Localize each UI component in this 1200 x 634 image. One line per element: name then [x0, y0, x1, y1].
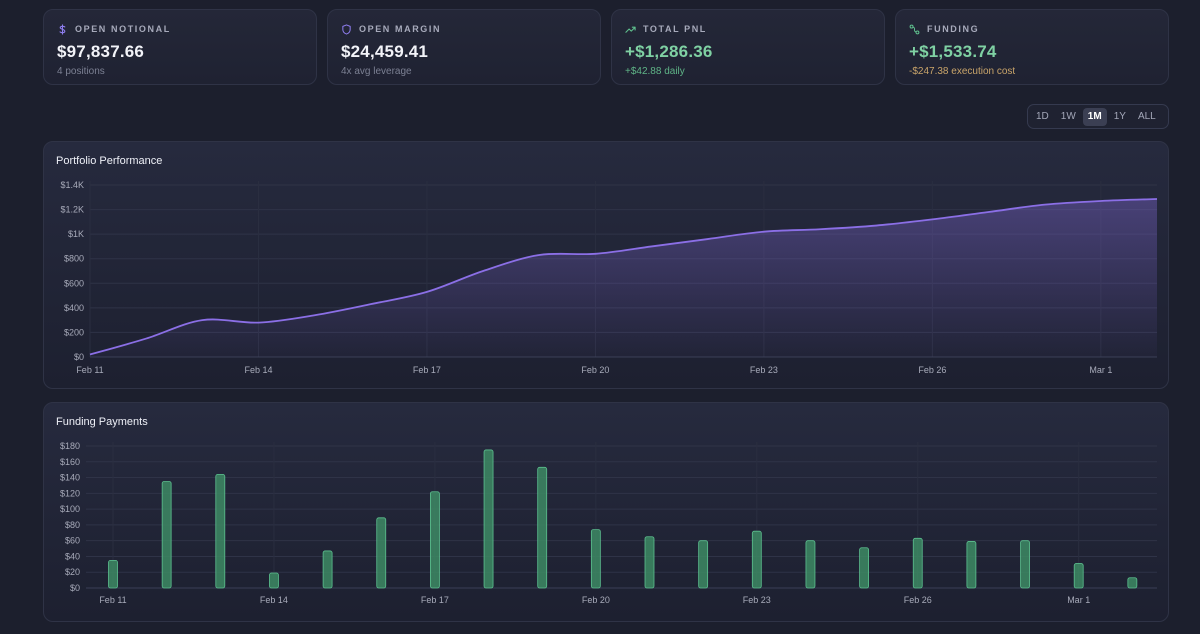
funding-payments-chart: $0 $20 $40 $60 $80 $100 $120 $140 $160 $180 Feb 11… [60, 441, 1157, 605]
funding-bar [483, 449, 494, 589]
y-tick-label: $1.2K [60, 205, 84, 215]
funding-bar [698, 540, 709, 589]
panel-title: Funding Payments [56, 416, 148, 428]
x-tick-label: Feb 14 [260, 595, 288, 605]
y-tick-label: $1K [68, 229, 84, 239]
y-tick-label: $140 [60, 473, 80, 483]
stat-label: FUNDING [927, 24, 980, 34]
time-range-selector: 1D 1W 1M 1Y ALL [1027, 104, 1169, 129]
trending-up-icon [625, 26, 636, 33]
stat-card-open-margin: OPEN MARGIN $24,459.41 4x avg leverage [327, 9, 601, 85]
funding-payments-panel: Funding Payments $0 $20 $40 $60 $80 $100 $120 $… [43, 402, 1169, 622]
y-tick-label: $40 [65, 551, 80, 561]
x-tick-label: Feb 17 [413, 365, 441, 375]
stat-value: +$1,533.74 [909, 42, 997, 61]
range-button-1m[interactable]: 1M [1082, 107, 1107, 126]
portfolio-performance-chart: $0 $200 $400 $600 $800 $1K $1.2K $1.4K Feb 11 Feb… [60, 180, 1158, 375]
funding-bar [429, 491, 440, 589]
y-tick-label: $80 [65, 520, 80, 530]
y-tick-label: $200 [64, 327, 84, 337]
funding-bar [859, 547, 869, 589]
y-tick-label: $120 [60, 488, 80, 498]
funding-bar [215, 474, 226, 589]
y-tick-label: $600 [64, 278, 84, 288]
y-tick-label: $100 [60, 504, 80, 514]
performance-line [89, 198, 1158, 356]
y-tick-label: $60 [65, 536, 80, 546]
funding-bar [322, 550, 333, 589]
stat-value: +$1,286.36 [625, 42, 713, 61]
x-tick-label: Feb 14 [244, 365, 272, 375]
funding-bar [161, 481, 172, 589]
funding-bar [912, 537, 923, 589]
y-tick-label: $1.4K [60, 180, 84, 190]
y-tick-label: $20 [65, 567, 80, 577]
stat-card-open-notional: OPEN NOTIONAL $97,837.66 4 positions [43, 9, 317, 85]
range-button-1d[interactable]: 1D [1031, 108, 1054, 126]
stat-sub: -$247.38 execution cost [909, 66, 1016, 77]
stat-label: OPEN MARGIN [359, 24, 442, 34]
x-tick-label: Feb 20 [581, 365, 609, 375]
funding-bar [751, 530, 762, 589]
stat-label: OPEN NOTIONAL [75, 24, 171, 34]
funding-bar [1073, 563, 1084, 589]
x-tick-label: Feb 23 [743, 595, 771, 605]
stat-label: TOTAL PNL [643, 24, 707, 34]
portfolio-performance-panel: Portfolio Performance $0 $200 $400 $600 $800… [43, 141, 1169, 389]
y-tick-label: $180 [60, 441, 80, 451]
x-tick-label: Feb 11 [99, 595, 126, 605]
shield-icon [342, 23, 351, 35]
range-button-1w[interactable]: 1W [1056, 108, 1081, 126]
stat-sub: 4x avg leverage [341, 66, 412, 77]
funding-bar [1127, 577, 1138, 589]
stat-sub: 4 positions [57, 66, 105, 77]
x-tick-label: Mar 1 [1089, 365, 1112, 375]
y-tick-label: $160 [60, 457, 80, 467]
x-tick-label: Feb 26 [918, 365, 946, 375]
x-tick-label: Feb 23 [750, 365, 778, 375]
x-tick-label: Mar 1 [1067, 595, 1090, 605]
funding-bar [269, 572, 279, 589]
stat-card-funding: FUNDING +$1,533.74 -$247.38 execution co… [895, 9, 1169, 85]
funding-bar [108, 559, 118, 589]
x-tick-label: Feb 20 [582, 595, 610, 605]
stat-value: $97,837.66 [57, 42, 145, 61]
funding-bar [537, 466, 548, 589]
funding-bar [1020, 540, 1030, 589]
range-button-all[interactable]: ALL [1133, 108, 1161, 126]
y-tick-label: $0 [74, 352, 84, 362]
funding-bar [644, 536, 655, 589]
area-fill [90, 199, 1157, 357]
x-tick-label: Feb 26 [904, 595, 932, 605]
y-tick-label: $0 [70, 583, 80, 593]
stat-card-total-pnl: TOTAL PNL +$1,286.36 +$42.88 daily [611, 9, 885, 85]
stat-sub: +$42.88 daily [625, 66, 685, 77]
dollar-icon [59, 23, 66, 35]
stat-value: $24,459.41 [341, 42, 429, 61]
funding-bar [805, 540, 816, 589]
panel-title: Portfolio Performance [56, 155, 163, 167]
funding-bar [590, 529, 601, 589]
y-tick-label: $800 [64, 254, 84, 264]
funding-bar [966, 541, 977, 589]
range-button-1y[interactable]: 1Y [1109, 108, 1131, 126]
funding-bar [376, 517, 387, 589]
x-tick-label: Feb 17 [421, 595, 449, 605]
x-tick-label: Feb 11 [76, 365, 103, 375]
route-icon [909, 24, 920, 34]
y-tick-label: $400 [64, 303, 84, 313]
